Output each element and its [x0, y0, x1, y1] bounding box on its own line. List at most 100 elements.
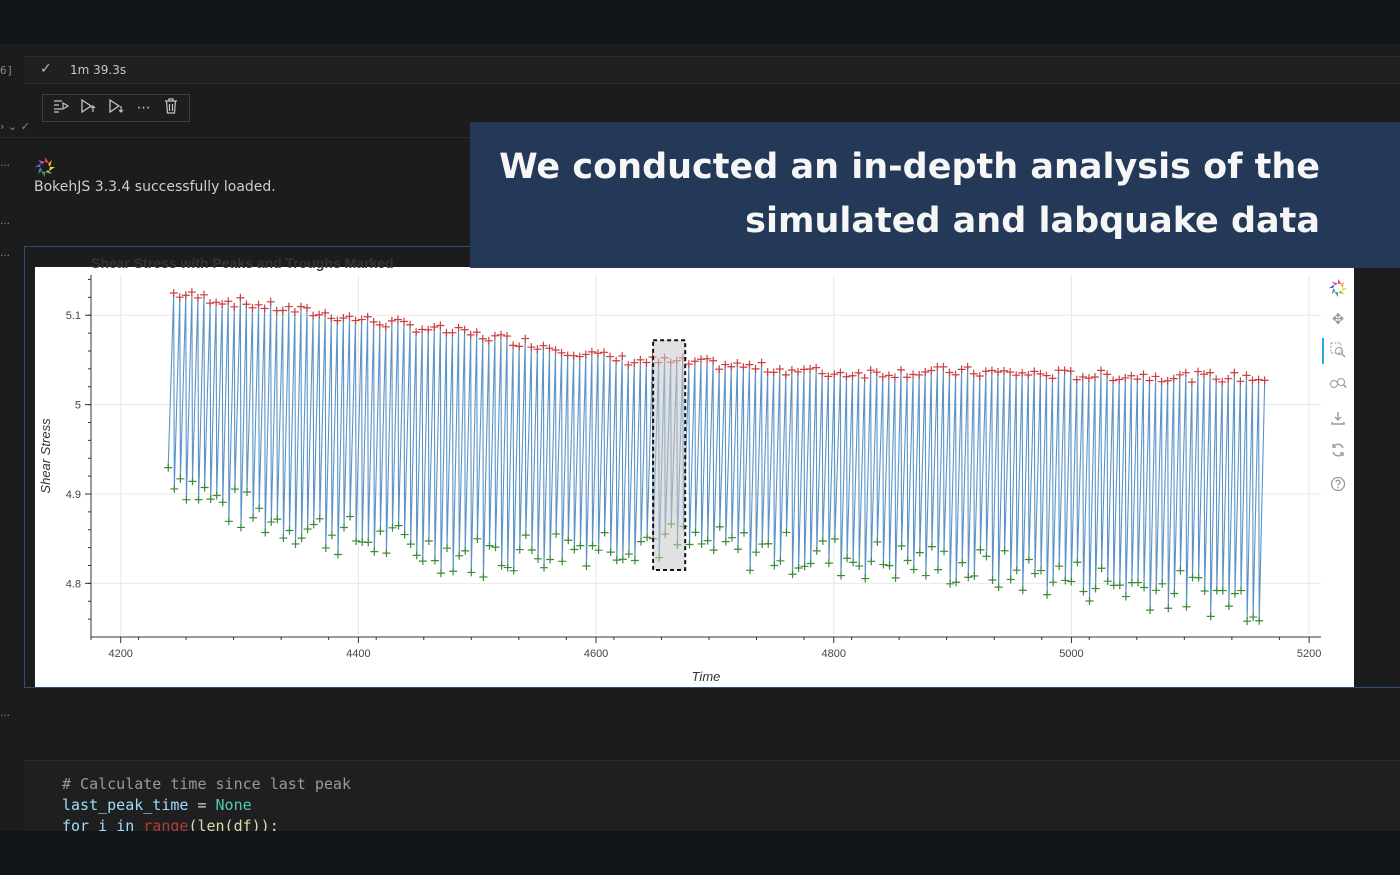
- reset-icon[interactable]: [1328, 442, 1348, 462]
- cell-collapse-icon[interactable]: › ⌄ ✓: [0, 120, 30, 133]
- trough-marker: [236, 523, 245, 532]
- trough-marker: [818, 536, 827, 545]
- code-operator: =: [188, 796, 216, 814]
- help-icon[interactable]: [1328, 476, 1348, 496]
- trough-marker: [218, 498, 227, 507]
- trough-marker: [1012, 566, 1021, 575]
- window-bottom-bar: [0, 831, 1400, 875]
- trough-marker: [952, 578, 961, 587]
- trough-marker: [643, 533, 652, 542]
- trough-marker: [1030, 569, 1039, 578]
- trough-marker: [1224, 602, 1233, 611]
- peak-marker: [1175, 370, 1184, 379]
- code-line-1[interactable]: # Calculate time since last peak: [62, 775, 351, 793]
- trough-marker: [1115, 581, 1124, 590]
- peak-marker: [593, 349, 602, 358]
- trough-marker: [1255, 616, 1264, 625]
- peak-marker: [1254, 375, 1263, 384]
- code-line-2[interactable]: last_peak_time = None: [62, 796, 252, 814]
- trough-marker: [879, 560, 888, 569]
- peak-marker: [351, 316, 360, 325]
- trough-marker: [1061, 576, 1070, 585]
- execution-status-row: ✓ 1m 39.3s: [24, 56, 1400, 84]
- peak-marker: [224, 297, 233, 306]
- peak-marker: [793, 367, 802, 376]
- trough-marker: [352, 536, 361, 545]
- trough-marker: [570, 545, 579, 554]
- trough-marker: [1067, 577, 1076, 586]
- peak-marker: [187, 288, 196, 297]
- peak-marker: [1260, 376, 1269, 385]
- trough-marker: [885, 561, 894, 570]
- trough-marker: [303, 525, 312, 534]
- peak-marker: [884, 371, 893, 380]
- peak-marker: [1224, 374, 1233, 383]
- peak-marker: [339, 313, 348, 322]
- peak-marker: [915, 370, 924, 379]
- peak-marker: [230, 302, 239, 311]
- delete-icon[interactable]: [160, 98, 182, 118]
- peak-marker: [1024, 370, 1033, 379]
- code-cell[interactable]: # Calculate time since last peak last_pe…: [24, 760, 1400, 832]
- execute-below-icon[interactable]: [105, 98, 127, 118]
- x-tick-label: 4800: [822, 648, 846, 660]
- bokeh-plot[interactable]: 4200 4400 4600 4800 5000 5200 4.8 4.9 5 5.1 Time Sh…: [35, 267, 1354, 687]
- trough-marker: [461, 546, 470, 555]
- peak-marker: [830, 370, 839, 379]
- trough-marker: [849, 558, 858, 567]
- peak-marker: [806, 364, 815, 373]
- trough-marker: [873, 537, 882, 546]
- chart-title: Shear Stress with Peaks and Troughs Mark…: [91, 255, 394, 271]
- peak-marker: [642, 358, 651, 367]
- trough-marker: [1097, 564, 1106, 573]
- y-axis-label: Shear Stress: [38, 418, 53, 494]
- peak-marker: [1072, 375, 1081, 384]
- trough-marker: [691, 528, 700, 537]
- peak-marker: [557, 348, 566, 357]
- save-icon[interactable]: [1328, 410, 1348, 430]
- trough-marker: [267, 518, 276, 527]
- trough-marker: [806, 559, 815, 568]
- code-line-3[interactable]: for i in range(len(df)):: [62, 817, 279, 832]
- code-variable: last_peak_time: [62, 796, 189, 814]
- peak-marker: [400, 317, 409, 326]
- peak-marker: [703, 354, 712, 363]
- trough-marker: [1206, 612, 1215, 621]
- peak-marker: [757, 358, 766, 367]
- trough-marker: [861, 574, 870, 583]
- trough-marker: [933, 565, 942, 574]
- peak-marker: [1066, 367, 1075, 376]
- trough-marker: [273, 515, 282, 524]
- peak-marker: [1127, 371, 1136, 380]
- peak-marker: [169, 288, 178, 297]
- trough-marker: [388, 523, 397, 532]
- pan-icon[interactable]: ✥: [1331, 310, 1345, 328]
- trough-marker: [903, 556, 912, 565]
- chart-svg[interactable]: 4200 4400 4600 4800 5000 5200 4.8 4.9 5 5.1 Time Sh…: [35, 267, 1354, 687]
- trough-marker: [364, 538, 373, 547]
- trough-marker: [770, 561, 779, 570]
- trough-marker: [830, 535, 839, 544]
- bokeh-logo-icon[interactable]: [1328, 278, 1348, 302]
- box-zoom-icon[interactable]: [1328, 342, 1348, 362]
- trough-marker: [315, 514, 324, 523]
- trough-marker: [170, 484, 179, 493]
- more-icon[interactable]: ⋯: [136, 100, 151, 116]
- bokeh-logo-icon: [34, 156, 56, 182]
- peak-marker: [963, 363, 972, 372]
- peak-marker: [315, 310, 324, 319]
- peak-marker: [945, 368, 954, 377]
- run-by-line-icon[interactable]: [50, 99, 72, 117]
- execute-above-icon[interactable]: [77, 98, 99, 118]
- trough-marker: [1243, 617, 1252, 626]
- peak-marker: [363, 312, 372, 321]
- peak-marker: [387, 316, 396, 325]
- peak-marker: [897, 365, 906, 374]
- trough-marker: [794, 564, 803, 573]
- wheel-zoom-icon[interactable]: [1328, 376, 1348, 396]
- code-constant: None: [215, 796, 252, 814]
- trough-marker: [800, 562, 809, 571]
- x-tick-label: 5000: [1059, 648, 1083, 660]
- peak-marker: [1163, 376, 1172, 385]
- trough-marker: [588, 541, 597, 550]
